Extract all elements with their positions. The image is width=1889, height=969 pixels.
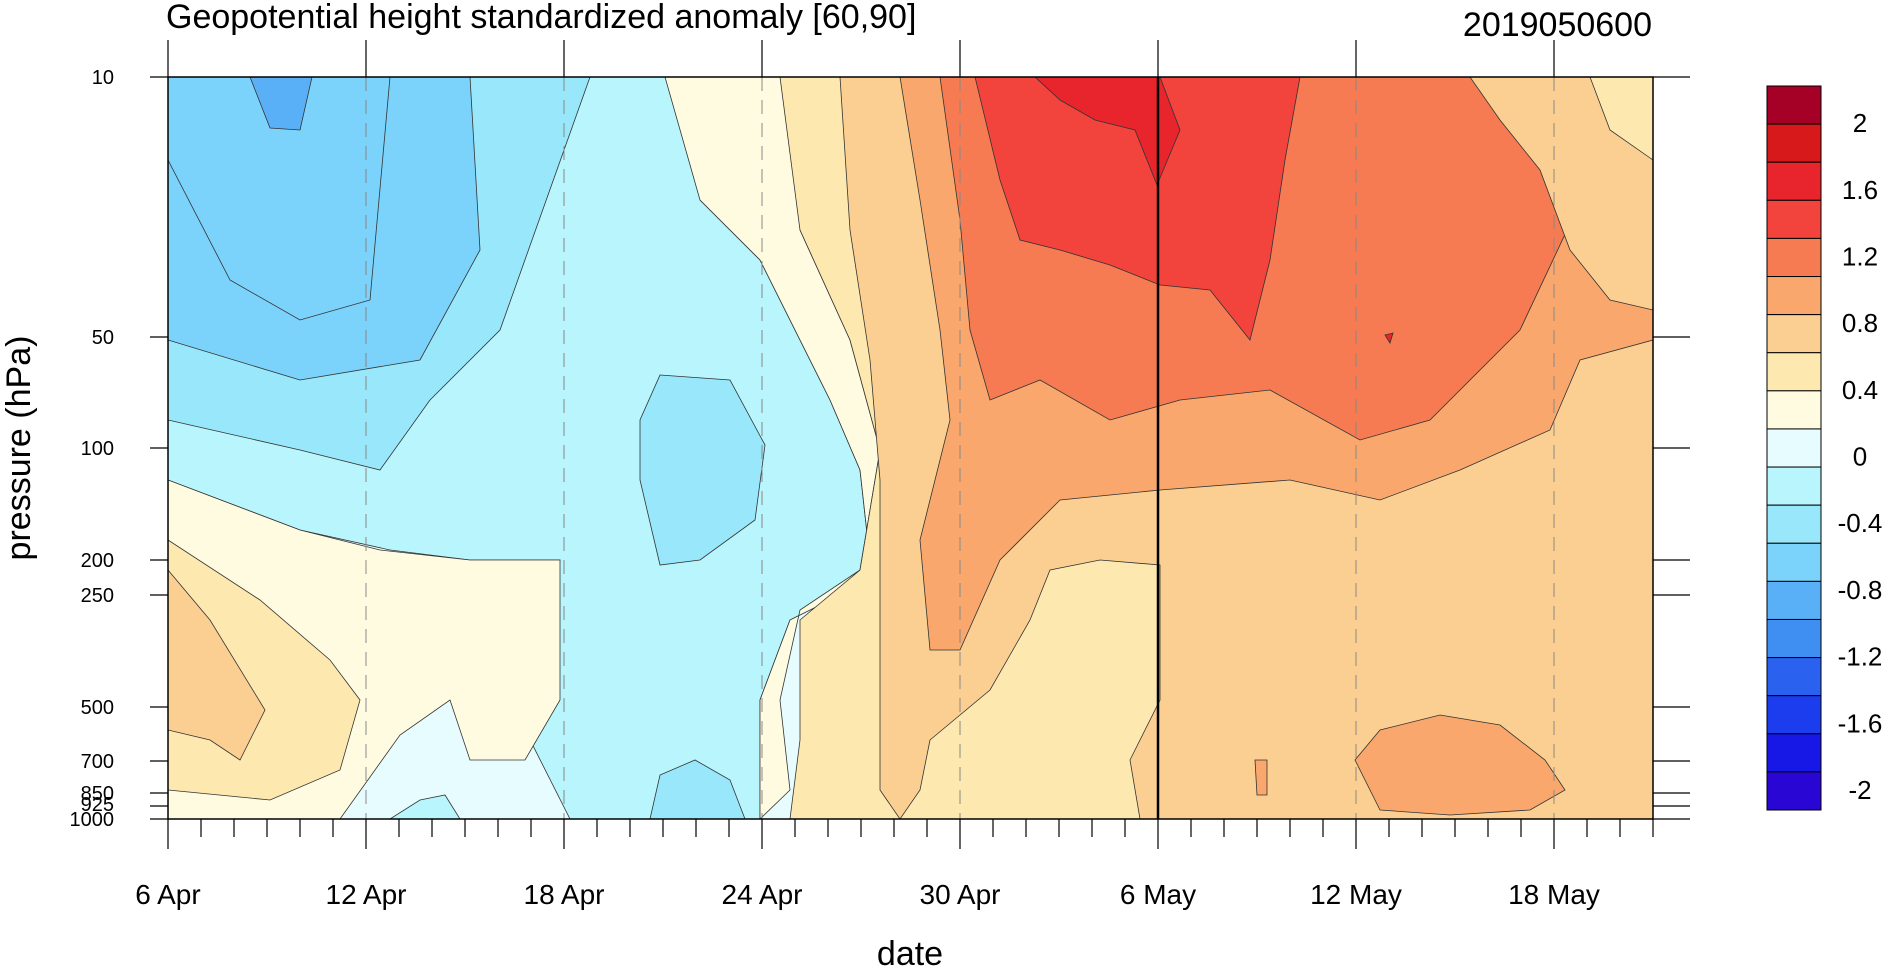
- chart-title: Geopotential height standardized anomaly…: [166, 0, 916, 36]
- date-code: 2019050600: [1463, 6, 1652, 44]
- colorbar-swatch: [1766, 771, 1822, 811]
- y-tick-label: 50: [92, 327, 114, 349]
- contour-band: [168, 77, 391, 321]
- colorbar-swatch: [1766, 428, 1822, 468]
- colorbar-labels: 2 1.6 1.2 0.8 0.4 0 -0.4 -0.8 -1.2 -1.6 -2: [1838, 108, 1883, 805]
- colorbar-swatch: [1766, 466, 1822, 506]
- colorbar-label: -0.4: [1838, 508, 1883, 538]
- colorbar-label: 0.8: [1842, 308, 1878, 338]
- x-tick-label: 18 May: [1508, 879, 1600, 910]
- colorbar-label: -0.8: [1838, 575, 1883, 605]
- x-axis-ticks: [167, 40, 1654, 849]
- colorbar-swatch: [1766, 542, 1822, 582]
- colorbar-swatch: [1766, 657, 1822, 697]
- contour-band: [168, 569, 266, 761]
- x-tick-labels: 6 Apr 12 Apr 18 Apr 24 Apr 30 Apr 6 May …: [135, 879, 1600, 910]
- y-tick-label: 250: [81, 585, 114, 607]
- colorbar-swatch: [1766, 390, 1822, 430]
- x-tick-label: 30 Apr: [920, 879, 1001, 910]
- y-tick-label: 700: [81, 751, 114, 773]
- contour-band: [1354, 714, 1566, 816]
- colorbar-swatch: [1766, 199, 1822, 239]
- colorbar-swatch: [1766, 580, 1822, 620]
- colorbar-label: -1.6: [1838, 708, 1883, 738]
- contour-band: [649, 759, 746, 819]
- colorbar-label: 0: [1853, 442, 1867, 472]
- colorbar-swatch: [1766, 237, 1822, 278]
- contour-band: [1589, 77, 1653, 161]
- contour-band: [1384, 332, 1394, 344]
- contour-band: [389, 794, 461, 819]
- y-tick-label: 200: [81, 550, 114, 572]
- y-tick-labels: 10 50 100 200 250 500 700 850 925 1000: [70, 67, 115, 831]
- colorbar-label: 1.2: [1842, 241, 1878, 271]
- colorbar-label: -2: [1848, 775, 1871, 805]
- colorbar-swatch: [1766, 618, 1822, 659]
- contour-band: [1254, 759, 1268, 796]
- contour-band: [1469, 77, 1653, 311]
- y-tick-label: 10: [92, 67, 114, 89]
- colorbar-swatch: [1766, 276, 1822, 316]
- colorbar-label: 2: [1853, 108, 1867, 138]
- colorbar-label: -1.2: [1838, 642, 1883, 672]
- y-axis-ticks: [150, 76, 1690, 820]
- colorbar-swatch: [1766, 85, 1822, 125]
- colorbar-swatch: [1766, 161, 1822, 201]
- colorbar-swatch: [1766, 314, 1822, 354]
- contour-band: [249, 77, 313, 131]
- colorbar-label: 1.6: [1842, 175, 1878, 205]
- x-tick-label: 12 May: [1310, 879, 1402, 910]
- colorbar-swatch: [1766, 352, 1822, 392]
- contour-band: [639, 374, 766, 566]
- contour-band: [899, 559, 1161, 819]
- x-tick-label: 12 Apr: [326, 879, 407, 910]
- contour-field: [168, 77, 1653, 819]
- y-tick-label: 925: [81, 794, 114, 816]
- colorbar-swatch: [1766, 733, 1822, 773]
- colorbar-swatch: [1766, 123, 1822, 163]
- x-tick-label: 6 May: [1120, 879, 1196, 910]
- x-tick-label: 6 Apr: [135, 879, 200, 910]
- y-tick-label: 100: [81, 438, 114, 460]
- x-axis-label: date: [877, 935, 943, 969]
- y-tick-label: 1000: [70, 809, 115, 831]
- y-tick-label: 850: [81, 783, 114, 805]
- contour-band: [1034, 77, 1181, 187]
- contour-band: [974, 77, 1301, 341]
- colorbar-swatch: [1766, 695, 1822, 735]
- x-tick-label: 24 Apr: [722, 879, 803, 910]
- y-axis-label: pressure (hPa): [0, 336, 38, 561]
- x-tick-label: 18 Apr: [524, 879, 605, 910]
- colorbar-label: 0.4: [1842, 375, 1878, 405]
- y-tick-label: 500: [81, 697, 114, 719]
- colorbar-swatch: [1766, 504, 1822, 544]
- grid-lines: [365, 77, 1555, 819]
- colorbar: [1766, 85, 1822, 811]
